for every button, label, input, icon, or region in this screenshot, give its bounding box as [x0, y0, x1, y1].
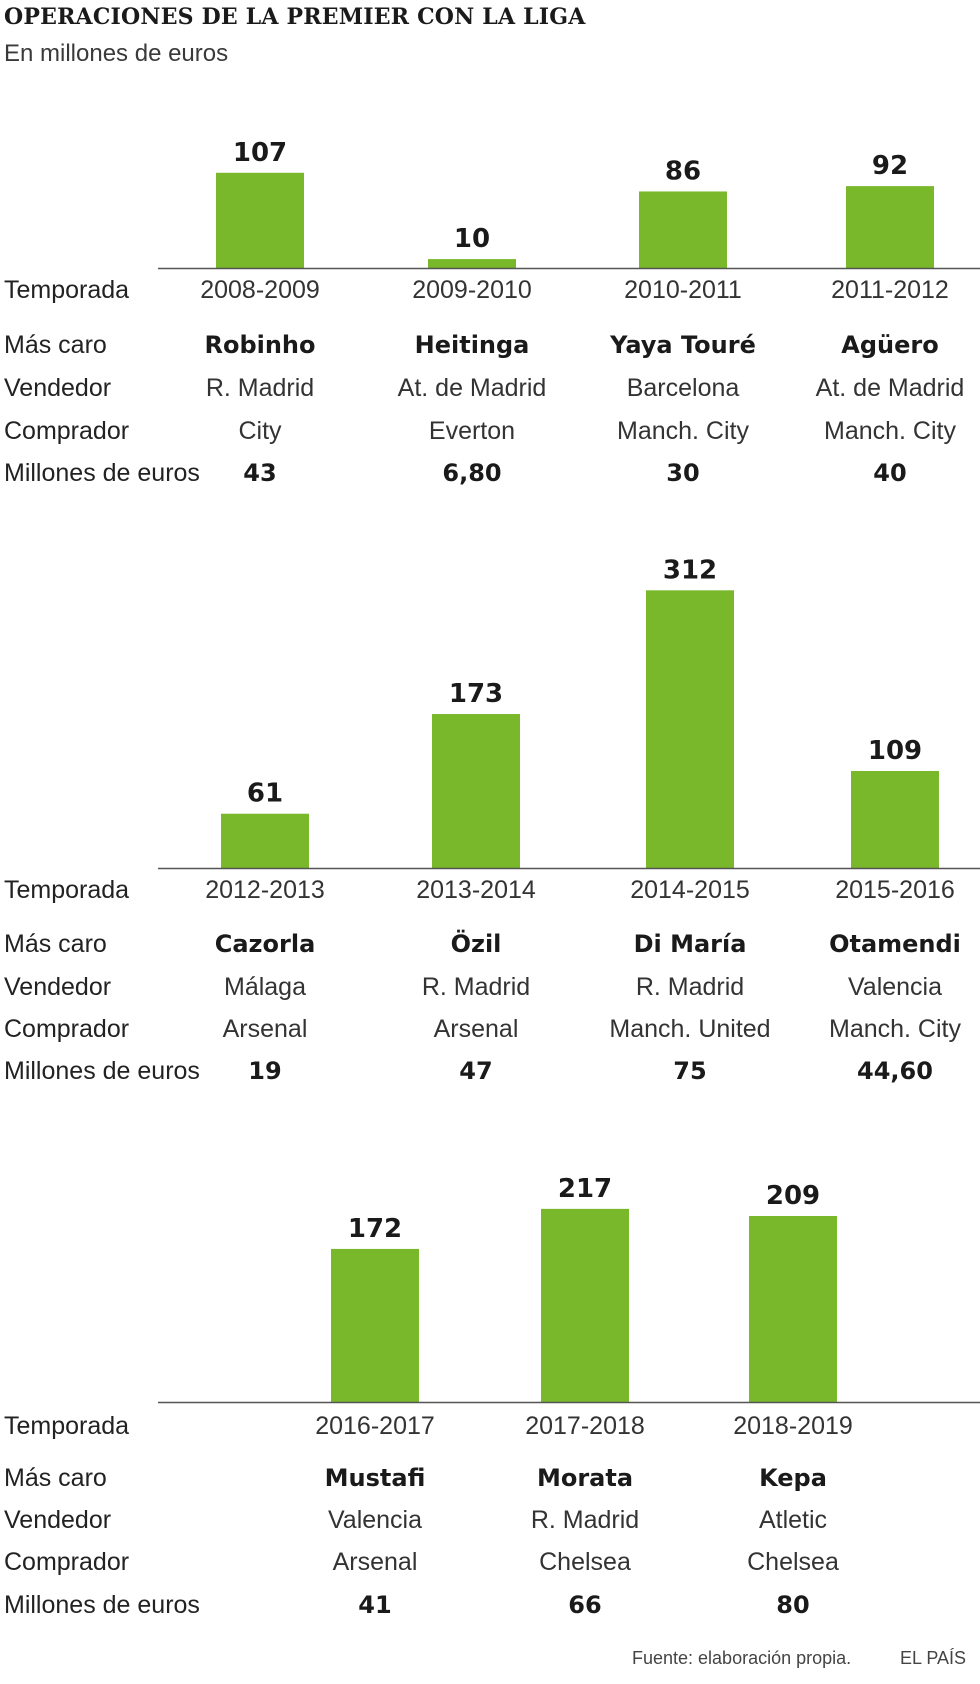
row-label-most-expensive: Más caro [4, 930, 107, 958]
player-name: Özil [451, 928, 502, 958]
buyer-club: Chelsea [539, 1548, 631, 1576]
bar [221, 813, 309, 868]
transfer-price: 40 [873, 459, 906, 487]
transfer-price: 66 [568, 1591, 601, 1619]
transfer-price: 19 [248, 1057, 281, 1085]
season-tick-label: 2013-2014 [416, 876, 536, 904]
bar [851, 770, 939, 868]
bar-value-label: 312 [663, 555, 717, 585]
player-name: Robinho [204, 331, 315, 359]
row-label-most-expensive: Más caro [4, 331, 107, 359]
bar-value-label: 10 [454, 224, 490, 254]
bar-value-label: 109 [868, 736, 922, 766]
seller-club: At. de Madrid [398, 374, 547, 402]
player-name: Agüero [841, 331, 938, 359]
player-name: Di María [634, 930, 747, 958]
bar [749, 1215, 837, 1402]
row-label-season: Temporada [4, 276, 129, 304]
bar-value-label: 61 [247, 779, 283, 809]
buyer-club: Manch. United [609, 1015, 770, 1043]
player-name: Heitinga [415, 331, 530, 359]
row-label-price: Millones de euros [4, 1057, 200, 1085]
season-tick-label: 2017-2018 [525, 1412, 645, 1440]
transfer-price: 6,80 [442, 459, 501, 487]
buyer-club: Arsenal [333, 1548, 418, 1576]
season-tick-label: 2009-2010 [412, 276, 532, 304]
player-name: Morata [537, 1464, 633, 1492]
row-label-most-expensive: Más caro [4, 1464, 107, 1492]
transfer-price: 44,60 [857, 1057, 933, 1085]
seller-club: R. Madrid [206, 374, 314, 402]
buyer-club: Manch. City [829, 1015, 961, 1043]
seller-club: Barcelona [627, 374, 740, 402]
player-name: Kepa [759, 1464, 827, 1492]
buyer-club: Arsenal [434, 1015, 519, 1043]
row-label-seller: Vendedor [4, 1506, 111, 1534]
bar [639, 191, 727, 268]
row-label-buyer: Comprador [4, 1548, 129, 1576]
season-tick-label: 2008-2009 [200, 276, 320, 304]
chart-title: OPERACIONES DE LA PREMIER CON LA LIGA [4, 4, 586, 30]
bar-value-label: 217 [558, 1174, 612, 1204]
seller-club: Atletic [759, 1506, 827, 1534]
transfer-price: 47 [459, 1057, 492, 1085]
bar-chart-2008-2012: Temporada Más caro Vendedor Comprador Millon… [4, 138, 980, 487]
seller-club: At. de Madrid [816, 374, 965, 402]
buyer-club: Everton [429, 417, 515, 445]
row-label-buyer: Comprador [4, 1015, 129, 1043]
bar [846, 186, 934, 268]
row-label-price: Millones de euros [4, 459, 200, 487]
transfer-price: 30 [666, 459, 699, 487]
seller-club: R. Madrid [422, 973, 530, 1001]
row-label-seller: Vendedor [4, 973, 111, 1001]
season-tick-label: 2018-2019 [733, 1412, 853, 1440]
bar [432, 714, 520, 868]
seller-club: Valencia [328, 1506, 422, 1534]
bar [646, 590, 734, 868]
brand-name: EL PAÍS [900, 1648, 967, 1668]
seller-club: R. Madrid [636, 973, 744, 1001]
row-label-price: Millones de euros [4, 1591, 200, 1619]
transfer-price: 41 [358, 1591, 391, 1619]
season-tick-label: 2014-2015 [630, 876, 750, 904]
seller-club: Málaga [224, 973, 306, 1001]
season-tick-label: 2011-2012 [831, 276, 949, 304]
player-name: Mustafi [325, 1464, 426, 1492]
bar-value-label: 173 [449, 679, 503, 709]
bar [541, 1208, 629, 1402]
bar [331, 1248, 419, 1402]
bar-value-label: 86 [665, 156, 701, 186]
season-tick-label: 2010-2011 [624, 276, 742, 304]
bar-value-label: 209 [766, 1181, 820, 1211]
bar [428, 259, 516, 268]
transfer-price: 75 [673, 1057, 706, 1085]
bar-value-label: 92 [872, 151, 908, 181]
bar-chart-2012-2016: Temporada Más caro Vendedor Comprador Millon… [4, 555, 980, 1085]
season-tick-label: 2015-2016 [835, 876, 955, 904]
player-name: Cazorla [215, 930, 316, 958]
transfer-price: 43 [243, 459, 276, 487]
season-tick-label: 2012-2013 [205, 876, 325, 904]
buyer-club: City [238, 417, 282, 445]
row-label-season: Temporada [4, 1412, 129, 1440]
chart-subtitle: En millones de euros [4, 40, 229, 67]
bar-chart-2016-2019: Temporada Más caro Vendedor Comprador Millon… [4, 1174, 980, 1619]
seller-club: Valencia [848, 973, 942, 1001]
bar [216, 172, 304, 268]
player-name: Yaya Touré [609, 331, 756, 359]
transfer-price: 80 [776, 1591, 809, 1619]
buyer-club: Chelsea [747, 1548, 839, 1576]
bar-value-label: 172 [348, 1214, 402, 1244]
buyer-club: Manch. City [824, 417, 956, 445]
seller-club: R. Madrid [531, 1506, 639, 1534]
row-label-season: Temporada [4, 876, 129, 904]
source-note: Fuente: elaboración propia. [632, 1648, 852, 1668]
row-label-buyer: Comprador [4, 417, 129, 445]
buyer-club: Arsenal [223, 1015, 308, 1043]
player-name: Otamendi [829, 930, 961, 958]
buyer-club: Manch. City [617, 417, 749, 445]
row-label-seller: Vendedor [4, 374, 111, 402]
season-tick-label: 2016-2017 [315, 1412, 435, 1440]
bar-value-label: 107 [233, 138, 287, 168]
